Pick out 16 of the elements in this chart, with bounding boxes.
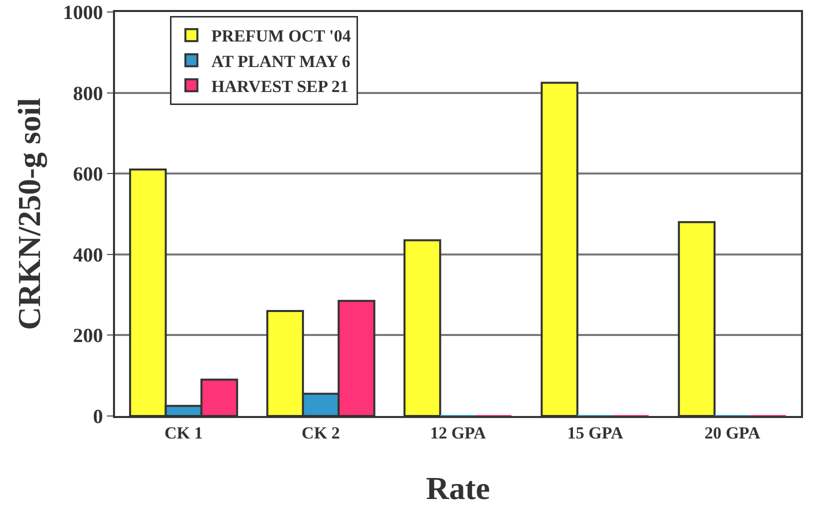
legend-label: PREFUM OCT '04 xyxy=(211,26,352,46)
y-tick-label: 600 xyxy=(73,164,103,186)
x-axis-title: Rate xyxy=(426,470,490,506)
y-tick-label: 800 xyxy=(73,82,103,105)
legend-label: HARVEST SEP 21 xyxy=(211,76,348,96)
y-tick-label: 200 xyxy=(73,325,103,348)
x-tick-label: CK 2 xyxy=(302,423,340,442)
y-tick-label: 400 xyxy=(73,244,103,266)
legend-label: AT PLANT MAY 6 xyxy=(211,52,350,71)
x-tick-label: 15 GPA xyxy=(567,423,624,442)
y-tick-label: 1000 xyxy=(63,2,103,24)
x-tick-label: 20 GPA xyxy=(704,423,762,442)
y-axis-title: CRKN/250-g soil xyxy=(11,98,48,330)
x-tick-label: 12 GPA xyxy=(430,423,487,442)
x-tick-label: CK 1 xyxy=(164,423,203,442)
y-tick-label: 0 xyxy=(93,406,103,428)
